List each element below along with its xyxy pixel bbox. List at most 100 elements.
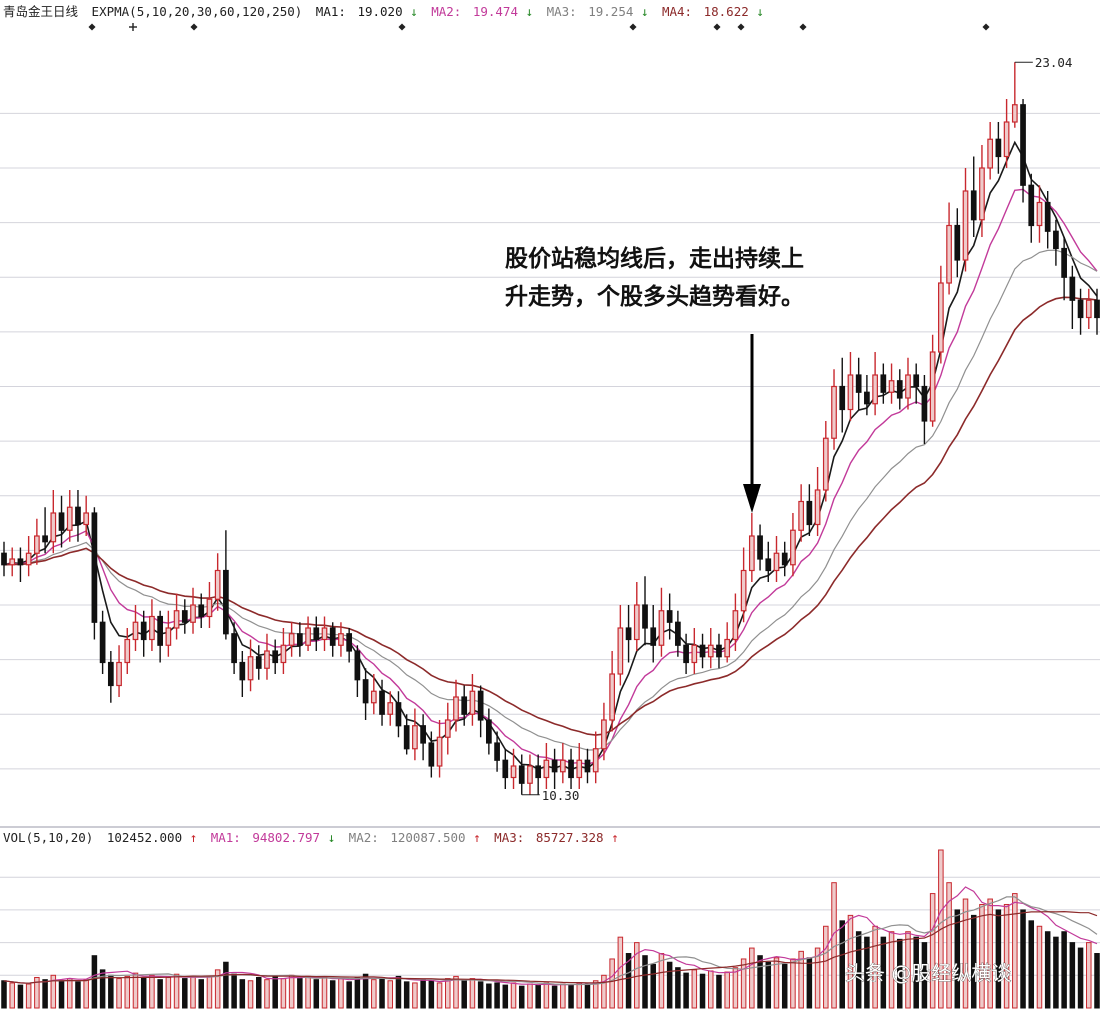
volume-bar-129 (1061, 931, 1067, 1009)
candle-body-107 (880, 374, 887, 393)
candle-76 (625, 605, 632, 663)
candle-body-3 (25, 552, 32, 566)
candle-114 (937, 265, 944, 364)
low-price-marker: 10.30 (521, 788, 580, 803)
volume-bar-54 (445, 978, 451, 1009)
candle-130 (1069, 265, 1076, 329)
volume-bar-4 (34, 976, 40, 1009)
candle-body-40 (329, 627, 336, 646)
candle-41 (338, 622, 344, 657)
volume-bar-1 (9, 982, 15, 1009)
ma4-value: 18.622 (704, 4, 749, 19)
volume-bar-103 (847, 914, 854, 1009)
volume-bars (1, 849, 1100, 1009)
candle-40 (329, 622, 336, 657)
volume-bar-84 (691, 969, 698, 1009)
candle-body-57 (469, 690, 476, 715)
volume-bar-7 (58, 980, 65, 1009)
candle-64 (527, 754, 533, 795)
volume-bar-28 (231, 973, 237, 1009)
candle-body-28 (231, 633, 237, 664)
volume-bar-73 (601, 974, 607, 1009)
volume-bar-62 (510, 982, 517, 1009)
volume-bar-2 (17, 984, 24, 1009)
candle-body-72 (592, 748, 599, 773)
candle-20 (165, 610, 172, 657)
candle-body-78 (642, 604, 648, 629)
vol-ma2-label: MA2: (349, 830, 379, 845)
candle-33 (272, 639, 279, 674)
volume-bar-14 (116, 978, 122, 1009)
volume-bar-10 (83, 979, 89, 1009)
candle-body-111 (913, 374, 920, 388)
expma-line-2 (3, 188, 1098, 766)
vol-ma2-dir: ↑ (473, 830, 481, 845)
ma4-label: MA4: (662, 4, 692, 19)
low-price-label: 10.30 (542, 788, 580, 803)
candle-body-90 (740, 569, 747, 612)
candle-body-61 (502, 759, 509, 779)
volume-bar-75 (617, 936, 624, 1009)
candle-body-115 (946, 224, 952, 284)
volume-bar-92 (757, 955, 763, 1009)
candle-body-21 (173, 610, 180, 629)
candle-body-58 (477, 690, 484, 721)
candle-body-128 (1053, 230, 1059, 250)
volume-bar-30 (247, 980, 254, 1009)
candle-123 (1011, 62, 1018, 128)
candle-body-94 (773, 552, 780, 572)
candle-52 (428, 731, 435, 778)
candle-72 (592, 731, 599, 784)
candle-45 (370, 674, 377, 715)
candle-19 (157, 610, 164, 663)
candle-body-117 (962, 190, 969, 261)
volume-bar-96 (790, 958, 796, 1009)
volume-bar-70 (576, 982, 583, 1009)
volume-bar-22 (182, 978, 188, 1009)
ma3-value: 19.254 (588, 4, 633, 19)
volume-bar-99 (814, 947, 821, 1009)
volume-bar-121 (995, 909, 1002, 1009)
candle-body-85 (699, 644, 706, 658)
candle-body-86 (707, 644, 714, 658)
candle-70 (576, 743, 583, 789)
candle-9 (75, 490, 81, 542)
candle-body-123 (1011, 104, 1018, 123)
volume-ma-lines (3, 886, 1098, 986)
volume-bar-116 (954, 909, 961, 1009)
candle-81 (666, 593, 673, 640)
volume-bar-24 (198, 979, 204, 1009)
volume-bar-64 (527, 983, 533, 1009)
candle-88 (724, 622, 731, 663)
candle-105 (864, 375, 870, 416)
candle-body-29 (239, 661, 246, 681)
candle-119 (979, 145, 985, 237)
candle-body-36 (296, 633, 303, 646)
candle-16 (132, 605, 139, 651)
candle-body-104 (855, 374, 862, 393)
candle-body-81 (666, 610, 673, 623)
candle-94 (773, 536, 780, 582)
vol-ma3-label: MA3: (494, 830, 524, 845)
candle-body-110 (905, 374, 911, 399)
volume-bar-25 (206, 975, 213, 1009)
volume-bar-41 (338, 978, 344, 1009)
volume-bar-17 (140, 976, 147, 1009)
candle-25 (206, 582, 213, 628)
candle-84 (691, 628, 698, 674)
vol-value-dir: ↑ (190, 830, 198, 845)
event-marker-5 (713, 23, 721, 31)
candle-101 (831, 369, 837, 450)
expma-line-4 (3, 296, 1098, 736)
event-marker-0 (88, 23, 96, 31)
candle-body-50 (412, 725, 418, 750)
candle-body-125 (1028, 184, 1035, 227)
expma-line-1 (3, 140, 1098, 771)
candle-body-51 (420, 725, 426, 744)
event-markers (88, 23, 990, 31)
volume-bar-18 (149, 974, 155, 1009)
candle-65 (535, 754, 542, 795)
volume-bar-51 (420, 979, 426, 1009)
candle-108 (888, 363, 895, 404)
candle-26 (214, 553, 221, 611)
